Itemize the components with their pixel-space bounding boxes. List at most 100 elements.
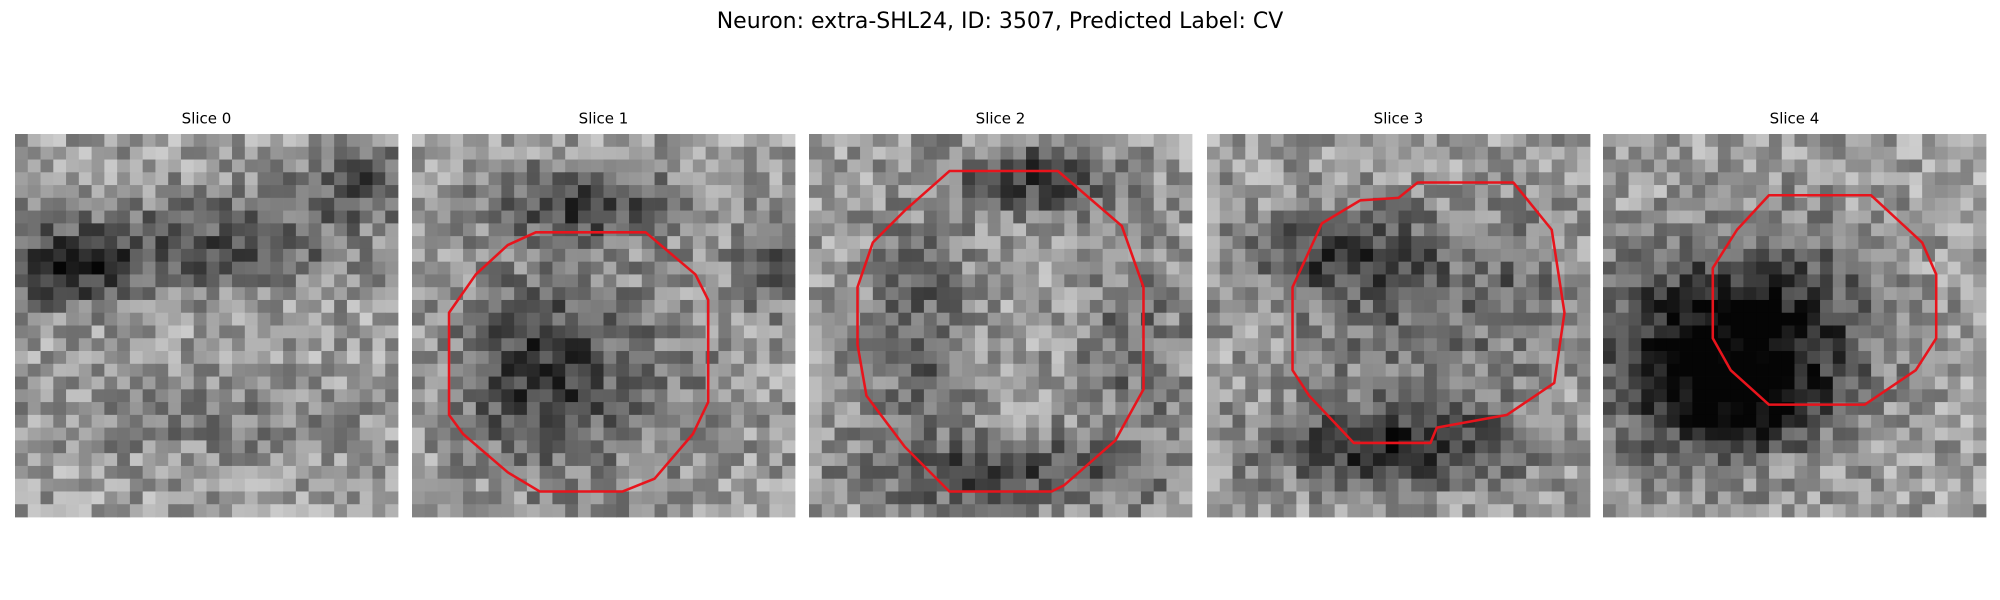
pixel (692, 185, 707, 199)
pixel (1641, 287, 1655, 301)
pixel (193, 274, 207, 288)
pixel (1538, 453, 1553, 467)
pixel (1973, 223, 1987, 237)
pixel (1077, 465, 1091, 480)
pixel (1679, 261, 1693, 275)
pixel (412, 287, 426, 301)
pixel (206, 134, 220, 148)
pixel (450, 363, 464, 377)
pixel (1743, 236, 1757, 250)
pixel (168, 287, 182, 301)
pixel (1526, 134, 1540, 148)
pixel (295, 402, 310, 416)
pixel (1296, 440, 1310, 454)
pixel (1436, 312, 1450, 326)
pixel (53, 172, 67, 186)
pixel (78, 453, 92, 467)
pixel (834, 210, 848, 224)
pixel (1500, 274, 1514, 288)
pixel (860, 504, 874, 518)
pixel (1934, 453, 1949, 467)
pixel (1258, 402, 1272, 416)
pixel (1166, 236, 1180, 250)
pixel (1909, 185, 1923, 199)
pixel (1411, 414, 1425, 429)
pixel (1424, 210, 1438, 224)
pixel (129, 134, 144, 148)
pixel (295, 134, 310, 148)
pixel (180, 312, 195, 326)
pixel (66, 465, 80, 480)
pixel (667, 363, 681, 377)
pixel (1871, 312, 1885, 326)
pixel (1411, 159, 1425, 173)
pixel (1372, 338, 1387, 352)
pixel (1232, 185, 1246, 199)
pixel (15, 197, 29, 211)
pixel (1820, 197, 1834, 211)
pixel (1692, 261, 1706, 275)
pixel (1628, 146, 1642, 160)
pixel (1166, 440, 1180, 454)
pixel (385, 223, 399, 237)
pixel (232, 274, 246, 288)
pixel (1922, 478, 1936, 492)
pixel (1038, 223, 1052, 237)
pixel (1947, 223, 1961, 237)
pixel (1666, 478, 1680, 492)
pixel (40, 402, 54, 416)
pixel (1153, 402, 1167, 416)
pixel (1692, 185, 1706, 199)
pixel (244, 363, 258, 377)
pixel (936, 440, 950, 454)
pixel (1820, 248, 1834, 263)
pixel (372, 159, 386, 173)
pixel (437, 236, 451, 250)
pixel (1577, 210, 1591, 224)
pixel (91, 159, 105, 173)
pixel (295, 414, 310, 429)
pixel (898, 478, 912, 492)
pixel (565, 312, 579, 326)
pixel (15, 146, 29, 160)
pixel (168, 414, 182, 429)
pixel (1449, 197, 1463, 211)
pixel (1922, 504, 1936, 518)
pixel (872, 274, 886, 288)
pixel (1089, 338, 1104, 352)
pixel (1883, 159, 1898, 173)
pixel (168, 159, 182, 173)
pixel (1615, 440, 1629, 454)
pixel (321, 402, 335, 416)
pixel (15, 414, 29, 429)
pixel (1398, 236, 1412, 250)
pixel (15, 465, 29, 480)
pixel (1207, 453, 1221, 467)
pixel (1832, 376, 1846, 390)
pixel (885, 185, 899, 199)
pixel (1551, 389, 1565, 403)
pixel (463, 376, 477, 390)
pixel (1781, 478, 1795, 492)
pixel (1270, 210, 1284, 224)
pixel (270, 185, 284, 199)
pixel (847, 248, 861, 263)
pixel (1385, 146, 1399, 160)
pixel (1026, 197, 1040, 211)
pixel (424, 325, 438, 339)
pixel (756, 210, 770, 224)
pixel (987, 159, 1001, 173)
pixel (1245, 223, 1259, 237)
pixel (488, 414, 502, 429)
pixel (743, 261, 758, 275)
pixel (244, 185, 258, 199)
pixel (91, 414, 105, 429)
pixel (1538, 402, 1553, 416)
pixel (1077, 453, 1091, 467)
pixel (782, 440, 796, 454)
pixel (667, 465, 681, 480)
pixel (40, 261, 54, 275)
pixel (514, 287, 528, 301)
pixel (1038, 274, 1052, 288)
pixel (257, 312, 271, 326)
